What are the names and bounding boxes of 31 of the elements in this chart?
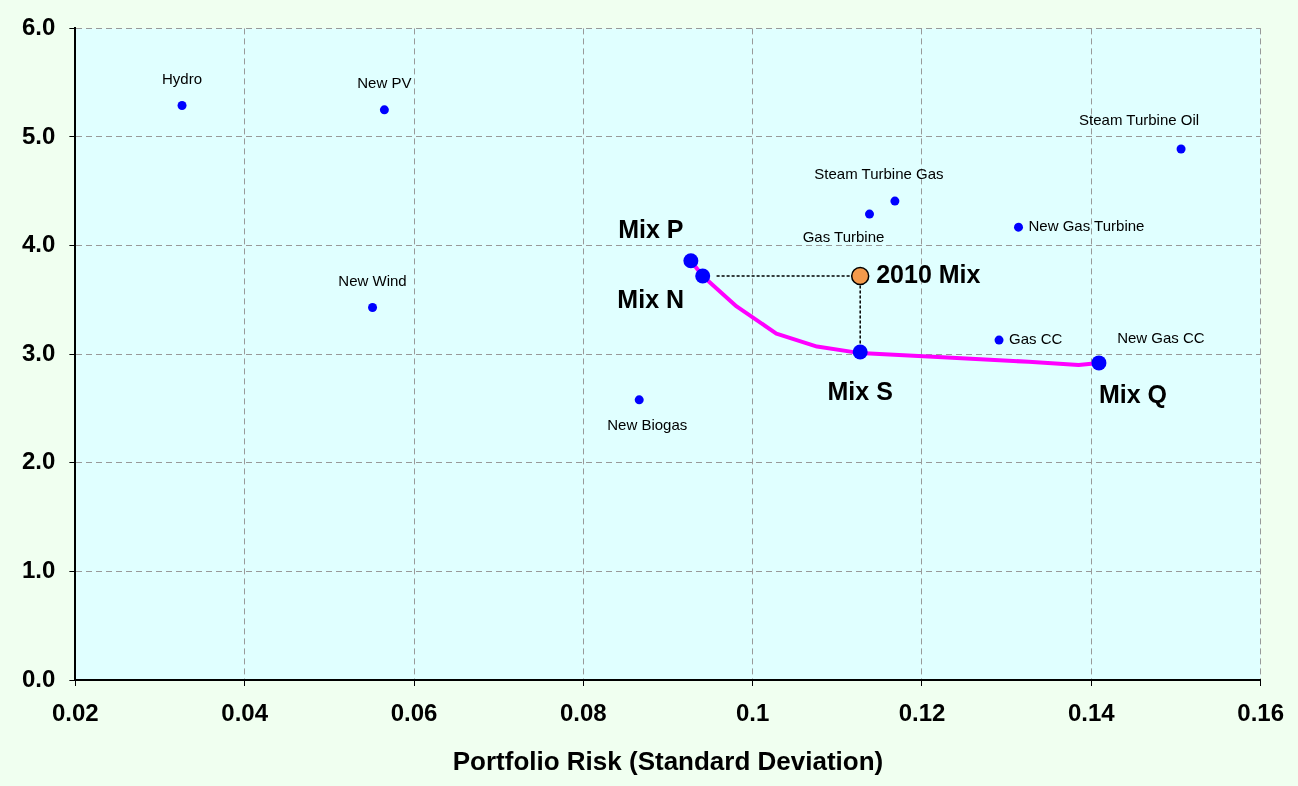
annotation: New Wind [338, 271, 407, 289]
annotation: 2010 Mix [876, 259, 981, 288]
x-tick-label: 0.04 [221, 699, 269, 727]
x-tick-label: 0.08 [559, 699, 607, 727]
x-tick-label: 0.12 [898, 699, 946, 727]
x-tick-label: 0.06 [390, 699, 438, 727]
annotation: New Gas Turbine [1028, 217, 1145, 235]
annotation: Gas Turbine [802, 228, 885, 246]
y-tick-label: 2.0 [21, 447, 56, 475]
annotation: Hydro [162, 69, 203, 87]
annotation: Steam Turbine Gas [814, 165, 944, 183]
x-tick-label: 0.16 [1237, 699, 1284, 727]
y-tick-label: 4.0 [21, 230, 56, 258]
x-tick-label: 0.14 [1067, 699, 1116, 727]
annotation: New Gas CC [1117, 329, 1205, 347]
annotation: New Biogas [607, 415, 688, 433]
annotation: Gas CC [1009, 330, 1063, 348]
y-tick-label: 1.0 [21, 556, 56, 584]
x-tick-label: 0.02 [52, 699, 99, 727]
annotation: Mix Q [1098, 379, 1167, 408]
annotation: Steam Turbine Oil [1079, 111, 1200, 129]
annotation: Mix S [827, 376, 893, 405]
x-axis-title: Portfolio Risk (Standard Deviation) [452, 745, 884, 776]
annotation: New PV [357, 73, 412, 91]
annotation: Mix P [618, 214, 684, 243]
y-tick-label: 6.0 [21, 13, 56, 41]
y-tick-label: 3.0 [21, 338, 56, 366]
annotation: Mix N [617, 284, 685, 313]
x-tick-label: 0.1 [735, 699, 770, 727]
y-tick-label: 0.0 [21, 664, 56, 692]
y-tick-label: 5.0 [21, 121, 56, 149]
